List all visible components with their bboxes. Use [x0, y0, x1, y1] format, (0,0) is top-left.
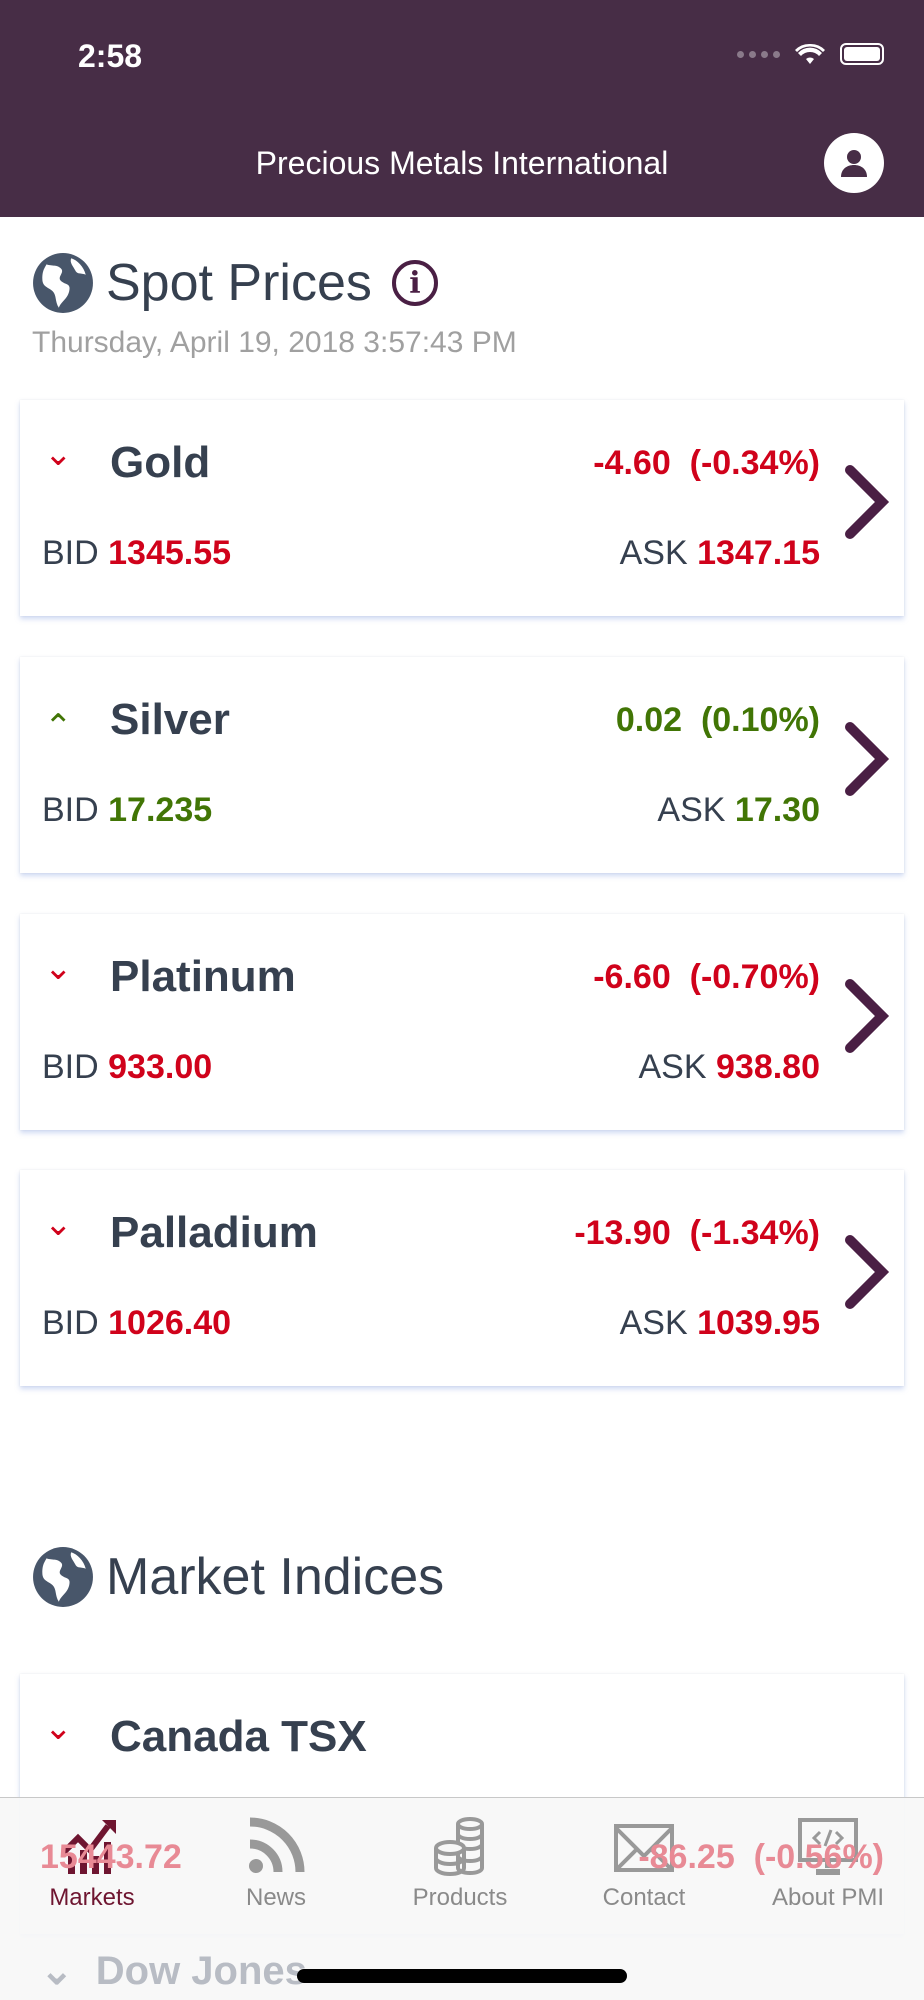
- bid-label: BID: [42, 534, 99, 572]
- coins-icon: [434, 1817, 484, 1876]
- ask-value: 1039.95: [697, 1304, 820, 1342]
- tab-news[interactable]: News: [184, 1816, 368, 1912]
- metal-name: Gold: [110, 438, 211, 487]
- tab-label: Contact: [602, 1884, 686, 1911]
- tab-contact[interactable]: Contact: [552, 1816, 736, 1912]
- tab-about-pmi[interactable]: About PMI: [736, 1816, 920, 1912]
- envelope-icon: [614, 1824, 674, 1872]
- spot-card-platinum[interactable]: ⌄ Platinum -6.60 (-0.70%) BID 933.00 ASK…: [20, 914, 904, 1130]
- tab-products[interactable]: Products: [368, 1816, 552, 1912]
- ask-value: 1347.15: [697, 534, 820, 572]
- tab-label: News: [245, 1884, 306, 1911]
- bid-value: 17.235: [108, 791, 213, 829]
- ask-label: ASK: [619, 534, 688, 572]
- chevron-right-icon[interactable]: [842, 976, 890, 1056]
- home-indicator: [297, 1969, 627, 1983]
- tab-markets[interactable]: Markets: [0, 1816, 184, 1912]
- price-change: -4.60 (-0.34%): [593, 444, 820, 482]
- info-icon: i: [409, 265, 421, 301]
- down-arrow-icon: ⌄: [44, 1205, 73, 1243]
- ask-value: 938.80: [716, 1048, 820, 1086]
- monitor-code-icon: [798, 1818, 858, 1875]
- index-change: -86.25 (-0.56%): [638, 1838, 884, 1876]
- spot-prices-title: Spot Prices: [106, 254, 372, 312]
- tab-bar: Markets News Products Contact About PMI: [0, 1797, 924, 2000]
- rss-icon: [249, 1817, 305, 1873]
- metal-name: Platinum: [110, 952, 296, 1001]
- bid-value: 1345.55: [108, 534, 232, 572]
- battery-icon: [840, 43, 884, 65]
- down-arrow-icon: ⌄: [44, 435, 73, 473]
- bid-label: BID: [42, 1304, 99, 1342]
- index-name: Dow Jones: [95, 1949, 307, 1993]
- info-button[interactable]: i: [391, 260, 438, 306]
- market-indices-title: Market Indices: [106, 1548, 445, 1606]
- chevron-right-icon[interactable]: [842, 462, 890, 542]
- tab-label: About PMI: [771, 1884, 885, 1911]
- wifi-icon: [795, 43, 825, 64]
- up-arrow-icon: ⌃: [44, 708, 73, 746]
- ask-value: 17.30: [734, 791, 820, 829]
- chevron-right-icon[interactable]: [842, 1232, 890, 1312]
- index-name-dow-jones: ⌄ Dow Jones: [40, 1948, 307, 1994]
- user-icon: [841, 150, 867, 177]
- spot-card-silver[interactable]: ⌃ Silver 0.02 (0.10%) BID 17.235 ASK 17.…: [20, 657, 904, 873]
- metal-name: Palladium: [110, 1208, 318, 1257]
- index-name: Canada TSX: [110, 1712, 367, 1761]
- spot-card-palladium[interactable]: ⌄ Palladium -13.90 (-1.34%) BID 1026.40 …: [20, 1170, 904, 1386]
- app-header: 2:58 Precious Metals International: [0, 0, 924, 217]
- ask-label: ASK: [619, 1304, 688, 1342]
- spot-timestamp: Thursday, April 19, 2018 3:57:43 PM: [32, 326, 517, 359]
- index-value: 15443.72: [40, 1838, 182, 1876]
- spot-prices-heading: Spot Prices i: [32, 252, 438, 314]
- bid-value: 1026.40: [108, 1304, 232, 1342]
- ask-label: ASK: [638, 1048, 707, 1086]
- metal-name: Silver: [110, 695, 230, 744]
- signal-icon: [737, 50, 780, 58]
- tab-label: Products: [412, 1884, 508, 1911]
- price-change: 0.02 (0.10%): [615, 701, 820, 739]
- down-arrow-icon: ⌄: [44, 1709, 73, 1747]
- down-arrow-icon: ⌄: [44, 949, 73, 987]
- market-indices-heading: Market Indices: [32, 1546, 444, 1608]
- status-time: 2:58: [78, 38, 143, 74]
- bid-label: BID: [42, 791, 99, 829]
- bid-label: BID: [42, 1048, 99, 1086]
- price-change: -13.90 (-1.34%): [574, 1214, 820, 1252]
- status-icons: [737, 42, 884, 66]
- profile-button[interactable]: [824, 133, 884, 193]
- globe-icon: [33, 1547, 93, 1607]
- globe-icon: [33, 253, 93, 313]
- bid-value: 933.00: [108, 1048, 213, 1086]
- chevron-right-icon[interactable]: [842, 719, 890, 799]
- spot-card-gold[interactable]: ⌄ Gold -4.60 (-0.34%) BID 1345.55 ASK 13…: [20, 400, 904, 616]
- tab-label: Markets: [49, 1884, 135, 1911]
- down-arrow-icon: ⌄: [40, 1949, 96, 1993]
- price-change: -6.60 (-0.70%): [593, 958, 820, 996]
- app-title: Precious Metals International: [255, 145, 669, 181]
- chart-icon: [62, 1820, 116, 1874]
- ask-label: ASK: [657, 791, 726, 829]
